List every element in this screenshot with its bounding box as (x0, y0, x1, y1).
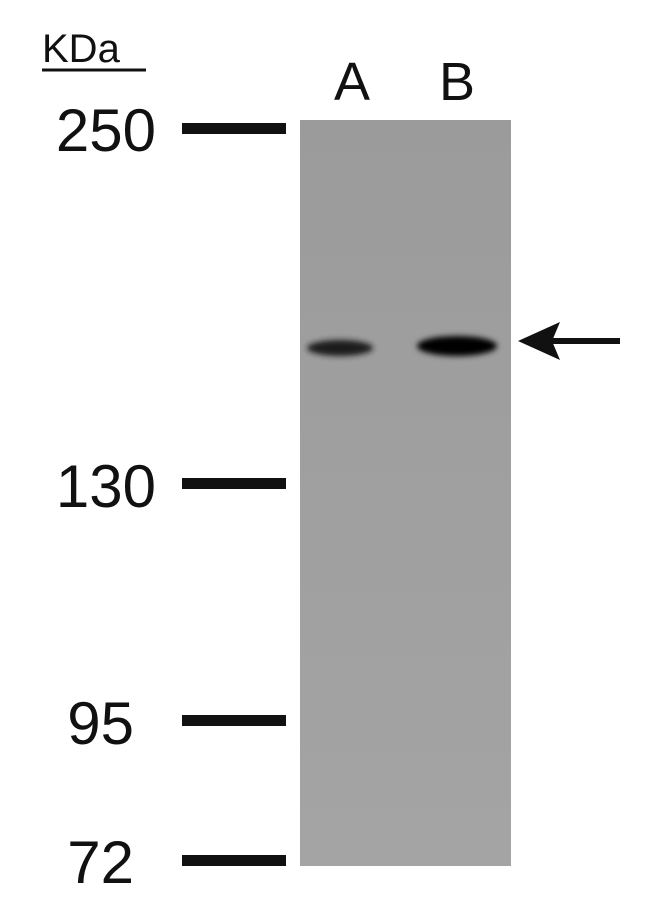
lane-label: A (334, 52, 370, 112)
arrow (518, 322, 620, 360)
unit-label: KDa (42, 27, 121, 71)
marker-label: 250 (56, 97, 156, 164)
band (307, 340, 373, 356)
marker-label: 95 (67, 690, 134, 757)
marker-label: 72 (67, 829, 134, 896)
marker-bar (182, 855, 286, 866)
lane-label: B (439, 52, 475, 112)
gel (300, 120, 511, 866)
marker-bar (182, 715, 286, 726)
marker-bar (182, 478, 286, 489)
marker-label: 130 (56, 453, 156, 520)
marker-bar (182, 123, 286, 134)
band (417, 336, 497, 356)
